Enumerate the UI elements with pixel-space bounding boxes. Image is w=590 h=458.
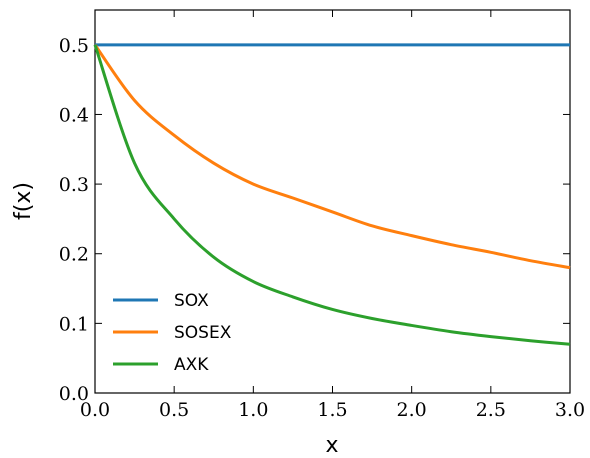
y-axis-label: f(x): [11, 182, 36, 220]
y-tick-label: 0.4: [59, 104, 89, 126]
legend-label-sosex: SOSEX: [174, 323, 232, 343]
legend-label-sox: SOX: [174, 291, 209, 311]
x-tick-label: 1.5: [317, 399, 347, 421]
legend: SOX SOSEX AXK: [113, 291, 232, 375]
x-tick-label: 1.0: [238, 399, 268, 421]
y-tick-label: 0.3: [59, 174, 89, 196]
x-tick-label: 0.0: [80, 399, 110, 421]
y-tick-label: 0.1: [59, 313, 89, 335]
x-axis-label: x: [325, 433, 338, 458]
y-tick-label: 0.2: [59, 244, 89, 266]
x-tick-label: 2.0: [397, 399, 427, 421]
legend-label-axk: AXK: [174, 355, 209, 375]
plot-area: [94, 9, 571, 394]
series-lines: [93, 43, 571, 346]
x-tick-label: 2.5: [476, 399, 506, 421]
axis-ticks: 0.0 0.5 1.0 1.5 2.0 2.5 3.0 0.0 0.1 0.2 0.3 0.4 0.5: [59, 10, 585, 421]
x-tick-label: 3.0: [555, 399, 585, 421]
y-tick-label: 0.5: [59, 35, 89, 57]
series-line-sosex: [93, 43, 571, 270]
series-line-axk: [93, 44, 571, 346]
y-tick-label: 0.0: [59, 383, 89, 405]
x-tick-label: 0.5: [159, 399, 189, 421]
